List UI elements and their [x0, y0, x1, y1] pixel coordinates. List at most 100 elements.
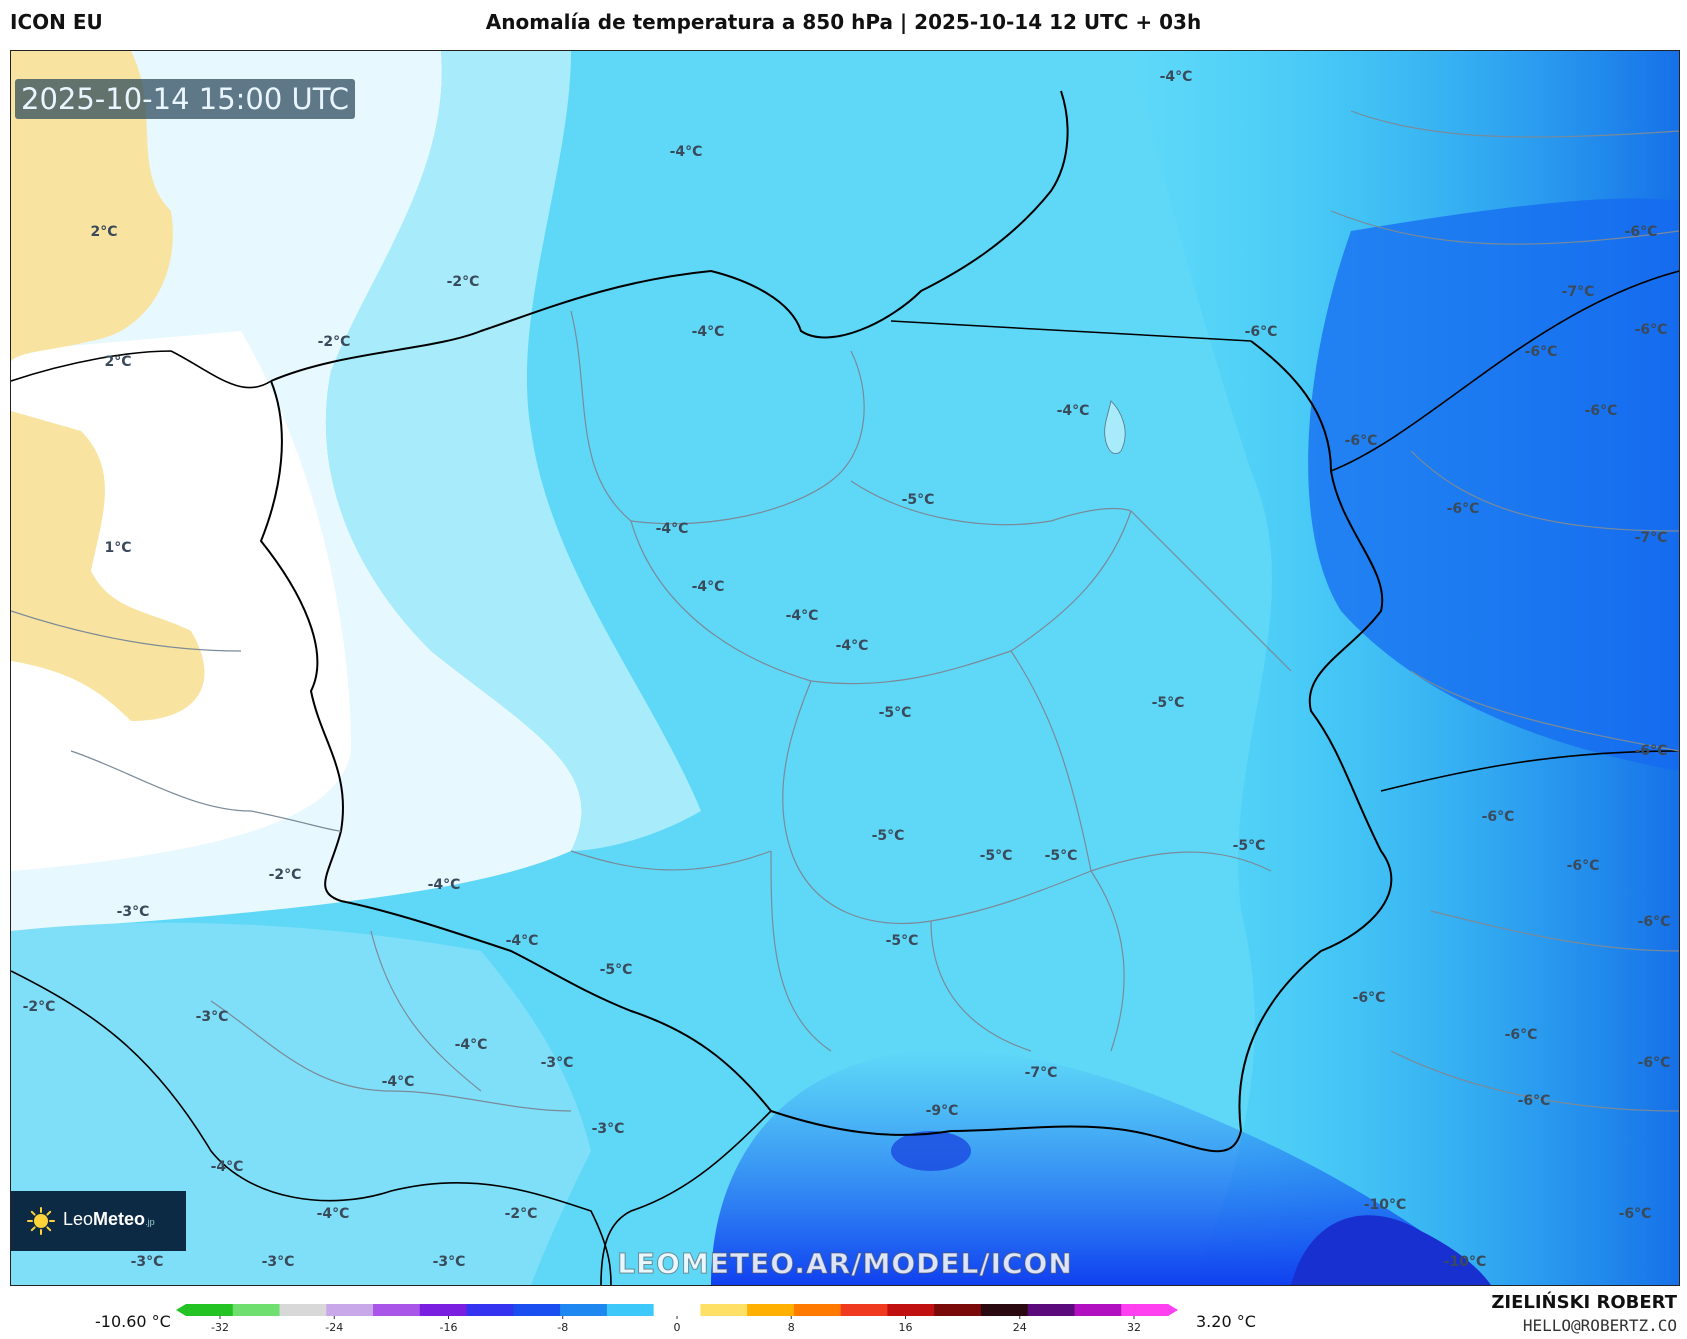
coastline-poland: [270, 90, 1069, 382]
temperature-label: 2°C: [104, 354, 131, 370]
scale-min-label: -10.60 °C: [95, 1312, 171, 1331]
colorbar-tick-label: 0: [674, 1321, 681, 1332]
temperature-label: -4°C: [211, 1159, 244, 1175]
field-warm-mid: [11, 411, 205, 721]
colorbar-segment: [1074, 1304, 1122, 1316]
logo-suffix: .jp: [145, 1217, 155, 1227]
border-poland-east: [1238, 340, 1393, 1132]
border-ukraine-belarus: [1380, 750, 1679, 792]
temperature-label: -6°C: [1635, 322, 1668, 338]
temperature-label: -4°C: [786, 608, 819, 624]
temperature-label: -6°C: [1585, 403, 1618, 419]
temperature-label: -2°C: [318, 334, 351, 350]
temperature-label: -4°C: [836, 638, 869, 654]
temperature-label: -2°C: [23, 999, 56, 1015]
color-scale-bar: -32 -24 -16 -8 0 8 16 24 32: [176, 1304, 1178, 1332]
logo-wordmark: LeoMeteo.jp: [63, 1209, 155, 1230]
temperature-label: -5°C: [1233, 838, 1266, 854]
colorbar-segment: [513, 1304, 561, 1316]
regional-boundaries: [11, 110, 1679, 1112]
temperature-label: -6°C: [1505, 1027, 1538, 1043]
temperature-label: -2°C: [447, 274, 480, 290]
temperature-label: -6°C: [1619, 1206, 1652, 1222]
temperature-label: -6°C: [1567, 858, 1600, 874]
temperature-label: -3°C: [433, 1254, 466, 1270]
temperature-label: -6°C: [1353, 990, 1386, 1006]
colorbar-segment: [186, 1304, 234, 1316]
temperature-label: -5°C: [872, 828, 905, 844]
temperature-label: -10°C: [1444, 1254, 1487, 1270]
colorbar-tick-label: 24: [1013, 1321, 1027, 1332]
temperature-label: -4°C: [670, 144, 703, 160]
temperature-label: -5°C: [980, 848, 1013, 864]
temperature-label: -4°C: [1057, 403, 1090, 419]
colorbar-tick-label: -24: [325, 1321, 343, 1332]
temperature-label: -10°C: [1364, 1197, 1407, 1213]
temperature-label: -9°C: [926, 1103, 959, 1119]
map-title: Anomalía de temperatura a 850 hPa | 2025…: [485, 10, 1202, 34]
border-poland-south: [340, 900, 1242, 1153]
logo-text-bold: Meteo: [93, 1209, 146, 1229]
temperature-label: -6°C: [1482, 809, 1515, 825]
temperature-label: -3°C: [541, 1055, 574, 1071]
author-name: ZIELIŃSKI ROBERT: [1491, 1292, 1677, 1313]
temperature-label: -6°C: [1525, 344, 1558, 360]
colorbar-segment: [560, 1304, 608, 1316]
colorbar-segment: [934, 1304, 982, 1316]
temperature-label: -7°C: [1635, 530, 1668, 546]
border-lithuania-belarus: [1330, 270, 1679, 472]
field-warm-north: [11, 51, 173, 361]
colorbar-segment: [373, 1304, 421, 1316]
field-cold-south: [711, 1049, 1491, 1285]
temperature-label: -3°C: [196, 1009, 229, 1025]
temperature-label: -2°C: [505, 1206, 538, 1222]
temperature-label: -5°C: [600, 962, 633, 978]
watermark-url: LEOMETEO.AR/MODEL/ICON: [617, 1247, 1073, 1281]
colorbar-tick-label: 8: [788, 1321, 795, 1332]
valid-time-badge: 2025-10-14 15:00 UTC: [15, 79, 356, 119]
colorbar-arrow-left: [176, 1304, 186, 1316]
sun-icon: [27, 1207, 55, 1235]
temperature-label: -6°C: [1518, 1093, 1551, 1109]
temperature-label: -4°C: [692, 579, 725, 595]
temperature-label: -3°C: [592, 1121, 625, 1137]
temperature-label: -3°C: [131, 1254, 164, 1270]
temperature-label: -3°C: [262, 1254, 295, 1270]
field-coldest-south: [1291, 1215, 1491, 1285]
temperature-label: -4°C: [692, 324, 725, 340]
colorbar-segment: [747, 1304, 795, 1316]
author-email[interactable]: HELLO@ROBERTZ.CO: [1522, 1316, 1677, 1335]
field-pale-zone: [325, 51, 701, 851]
border-czech-slovakia: [11, 970, 612, 1285]
map-panel[interactable]: -4°C -4°C 2°C -2°C -6°C -7°C -6°C -6°C -6°C -4°C -…: [10, 50, 1680, 1286]
temperature-label: -4°C: [455, 1037, 488, 1053]
temperature-label: -3°C: [117, 904, 150, 920]
border-germany-denmark: [11, 350, 272, 389]
temperature-label: -4°C: [506, 933, 539, 949]
temperature-label: -5°C: [902, 492, 935, 508]
temperature-label: -5°C: [879, 705, 912, 721]
temperature-label: -4°C: [656, 521, 689, 537]
temperature-labels: -4°C -4°C 2°C -2°C -6°C -7°C -6°C -6°C -6°C -4°C -…: [23, 69, 1671, 1270]
colorbar-segment: [419, 1304, 468, 1316]
colorbar-segment: [1121, 1304, 1169, 1316]
border-kaliningrad: [890, 320, 1252, 342]
model-name: ICON EU: [10, 10, 103, 34]
temperature-label: -6°C: [1638, 1055, 1671, 1071]
field-cold-spot: [891, 1131, 971, 1171]
temperature-label: -6°C: [1245, 324, 1278, 340]
logo-text-light: Leo: [63, 1209, 94, 1229]
colorbar-segment: [793, 1304, 842, 1316]
colorbar-segment: [606, 1304, 655, 1316]
colorbar-segment: [466, 1304, 514, 1316]
temperature-label: -6°C: [1635, 743, 1668, 759]
temperature-label: -6°C: [1625, 224, 1658, 240]
temperature-label: -6°C: [1345, 433, 1378, 449]
colorbar-tick-label: 32: [1127, 1321, 1141, 1332]
temperature-anomaly-map[interactable]: -4°C -4°C 2°C -2°C -6°C -7°C -6°C -6°C -6°C -4°C -…: [11, 51, 1679, 1285]
temperature-label: -6°C: [1447, 501, 1480, 517]
temperature-label: -5°C: [1152, 695, 1185, 711]
scale-max-label: 3.20 °C: [1196, 1312, 1256, 1331]
temperature-label: -4°C: [1160, 69, 1193, 85]
leometeo-logo[interactable]: LeoMeteo.jp: [11, 1191, 186, 1251]
